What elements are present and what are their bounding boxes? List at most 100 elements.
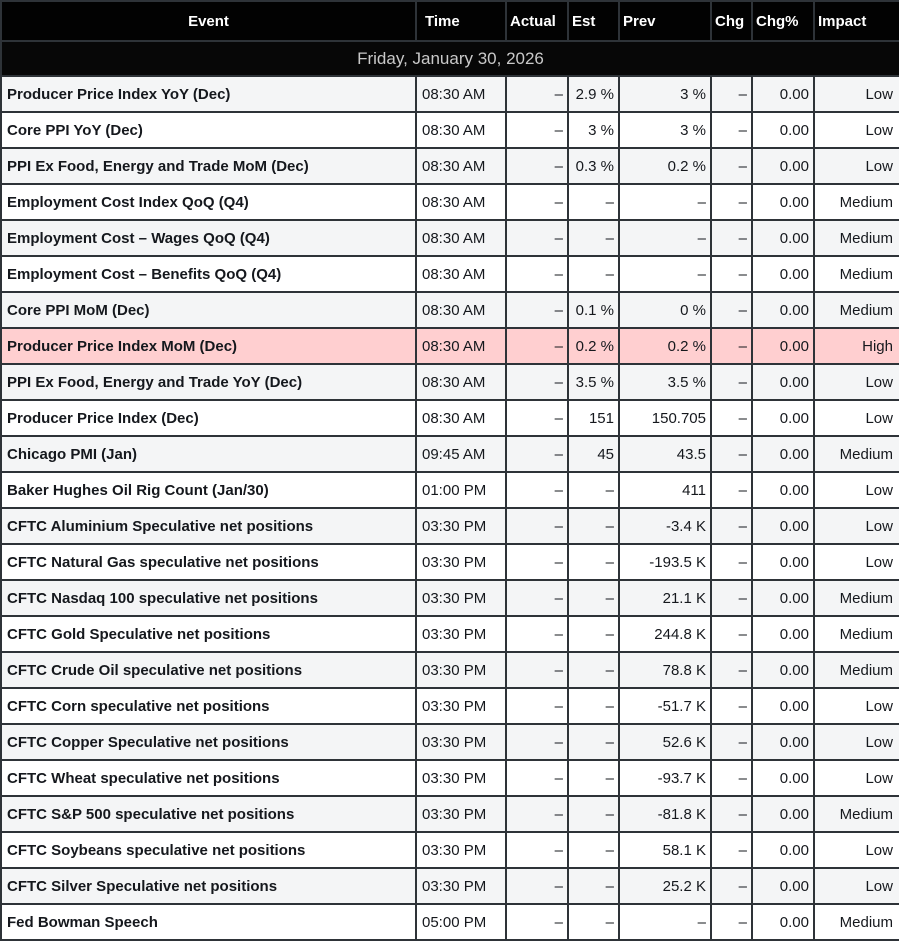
prev-cell: -51.7 K [618, 687, 712, 725]
event-row[interactable]: CFTC Silver Speculative net positions 03:… [0, 867, 899, 905]
est-cell: – [567, 867, 620, 905]
actual-cell: – [505, 903, 569, 941]
event-row[interactable]: Producer Price Index MoM (Dec) 08:30 AM –0… [0, 327, 899, 365]
event-row[interactable]: CFTC Soybeans speculative net positions 0… [0, 831, 899, 869]
event-row[interactable]: CFTC Crude Oil speculative net positions… [0, 651, 899, 689]
impact-cell: Medium [813, 435, 899, 473]
event-cell: CFTC Corn speculative net positions [0, 687, 417, 725]
chg-pct-cell: 0.00 [751, 507, 815, 545]
est-cell: – [567, 579, 620, 617]
event-row[interactable]: CFTC S&P 500 speculative net positions 03… [0, 795, 899, 833]
event-cell: CFTC Nasdaq 100 speculative net position… [0, 579, 417, 617]
event-cell: Fed Bowman Speech [0, 903, 417, 941]
est-cell: 0.2 % [567, 327, 620, 365]
column-header-chg: Chg [710, 0, 753, 42]
chg-pct-cell: 0.00 [751, 867, 815, 905]
est-cell: 0.1 % [567, 291, 620, 329]
actual-cell: – [505, 543, 569, 581]
actual-cell: – [505, 651, 569, 689]
column-header-event: Event [0, 0, 417, 42]
prev-cell: 3 % [618, 111, 712, 149]
column-header-impact: Impact [813, 0, 899, 42]
chg-pct-cell: 0.00 [751, 327, 815, 365]
prev-cell: 78.8 K [618, 651, 712, 689]
prev-cell: -3.4 K [618, 507, 712, 545]
chg-pct-cell: 0.00 [751, 399, 815, 437]
column-header-chg-pct: Chg% [751, 0, 815, 42]
chg-cell: – [710, 579, 753, 617]
event-row[interactable]: CFTC Copper Speculative net positions 03:… [0, 723, 899, 761]
event-row[interactable]: CFTC Wheat speculative net positions 03:3… [0, 759, 899, 797]
impact-cell: Low [813, 75, 899, 113]
impact-cell: Medium [813, 615, 899, 653]
prev-cell: 3.5 % [618, 363, 712, 401]
event-row[interactable]: Employment Cost – Wages QoQ (Q4) 08:30 AM… [0, 219, 899, 257]
actual-cell: – [505, 687, 569, 725]
event-row[interactable]: Producer Price Index YoY (Dec) 08:30 AM –2… [0, 75, 899, 113]
chg-cell: – [710, 507, 753, 545]
prev-cell: – [618, 255, 712, 293]
chg-cell: – [710, 723, 753, 761]
est-cell: – [567, 471, 620, 509]
impact-cell: Low [813, 471, 899, 509]
chg-cell: – [710, 759, 753, 797]
event-row[interactable]: PPI Ex Food, Energy and Trade YoY (Dec) 0… [0, 363, 899, 401]
event-row[interactable]: Chicago PMI (Jan) 09:45 AM –45 43.5–0.00 Med… [0, 435, 899, 473]
chg-cell: – [710, 615, 753, 653]
actual-cell: – [505, 147, 569, 185]
prev-cell: 25.2 K [618, 867, 712, 905]
event-row[interactable]: Core PPI MoM (Dec) 08:30 AM –0.1 % 0 % –0.00… [0, 291, 899, 329]
chg-cell: – [710, 183, 753, 221]
event-cell: PPI Ex Food, Energy and Trade YoY (Dec) [0, 363, 417, 401]
chg-cell: – [710, 903, 753, 941]
event-cell: CFTC Silver Speculative net positions [0, 867, 417, 905]
impact-cell: Medium [813, 903, 899, 941]
chg-pct-cell: 0.00 [751, 471, 815, 509]
event-row[interactable]: CFTC Nasdaq 100 speculative net position… [0, 579, 899, 617]
event-row[interactable]: Core PPI YoY (Dec) 08:30 AM –3 % 3 % –0.00 Lo… [0, 111, 899, 149]
time-cell: 03:30 PM [415, 651, 507, 689]
prev-cell: 43.5 [618, 435, 712, 473]
event-cell: Producer Price Index MoM (Dec) [0, 327, 417, 365]
chg-cell: – [710, 111, 753, 149]
chg-cell: – [710, 651, 753, 689]
event-row[interactable]: Producer Price Index (Dec) 08:30 AM –151 15… [0, 399, 899, 437]
event-row[interactable]: Baker Hughes Oil Rig Count (Jan/30) 01:00… [0, 471, 899, 509]
event-cell: Producer Price Index (Dec) [0, 399, 417, 437]
prev-cell: 150.705 [618, 399, 712, 437]
impact-cell: Low [813, 507, 899, 545]
event-row[interactable]: CFTC Corn speculative net positions 03:30… [0, 687, 899, 725]
event-row[interactable]: Fed Bowman Speech 05:00 PM – – – –0.00 Medium [0, 903, 899, 941]
prev-cell: 58.1 K [618, 831, 712, 869]
date-header-row: Friday, January 30, 2026 [0, 40, 899, 77]
est-cell: 3.5 % [567, 363, 620, 401]
event-cell: PPI Ex Food, Energy and Trade MoM (Dec) [0, 147, 417, 185]
impact-cell: High [813, 327, 899, 365]
event-row[interactable]: Employment Cost – Benefits QoQ (Q4) 08:30… [0, 255, 899, 293]
impact-cell: Low [813, 759, 899, 797]
chg-pct-cell: 0.00 [751, 759, 815, 797]
time-cell: 08:30 AM [415, 219, 507, 257]
chg-cell: – [710, 291, 753, 329]
time-cell: 03:30 PM [415, 759, 507, 797]
chg-cell: – [710, 831, 753, 869]
event-cell: CFTC S&P 500 speculative net positions [0, 795, 417, 833]
event-row[interactable]: CFTC Natural Gas speculative net positio… [0, 543, 899, 581]
event-row[interactable]: PPI Ex Food, Energy and Trade MoM (Dec) 0… [0, 147, 899, 185]
est-cell: 45 [567, 435, 620, 473]
est-cell: 2.9 % [567, 75, 620, 113]
time-cell: 03:30 PM [415, 831, 507, 869]
prev-cell: -193.5 K [618, 543, 712, 581]
event-cell: Core PPI MoM (Dec) [0, 291, 417, 329]
chg-pct-cell: 0.00 [751, 795, 815, 833]
event-cell: Chicago PMI (Jan) [0, 435, 417, 473]
time-cell: 08:30 AM [415, 255, 507, 293]
event-row[interactable]: Employment Cost Index QoQ (Q4) 08:30 AM – –… [0, 183, 899, 221]
event-row[interactable]: CFTC Gold Speculative net positions 03:30… [0, 615, 899, 653]
chg-cell: – [710, 399, 753, 437]
prev-cell: – [618, 219, 712, 257]
event-row[interactable]: CFTC Aluminium Speculative net positions… [0, 507, 899, 545]
actual-cell: – [505, 795, 569, 833]
chg-cell: – [710, 75, 753, 113]
time-cell: 08:30 AM [415, 291, 507, 329]
